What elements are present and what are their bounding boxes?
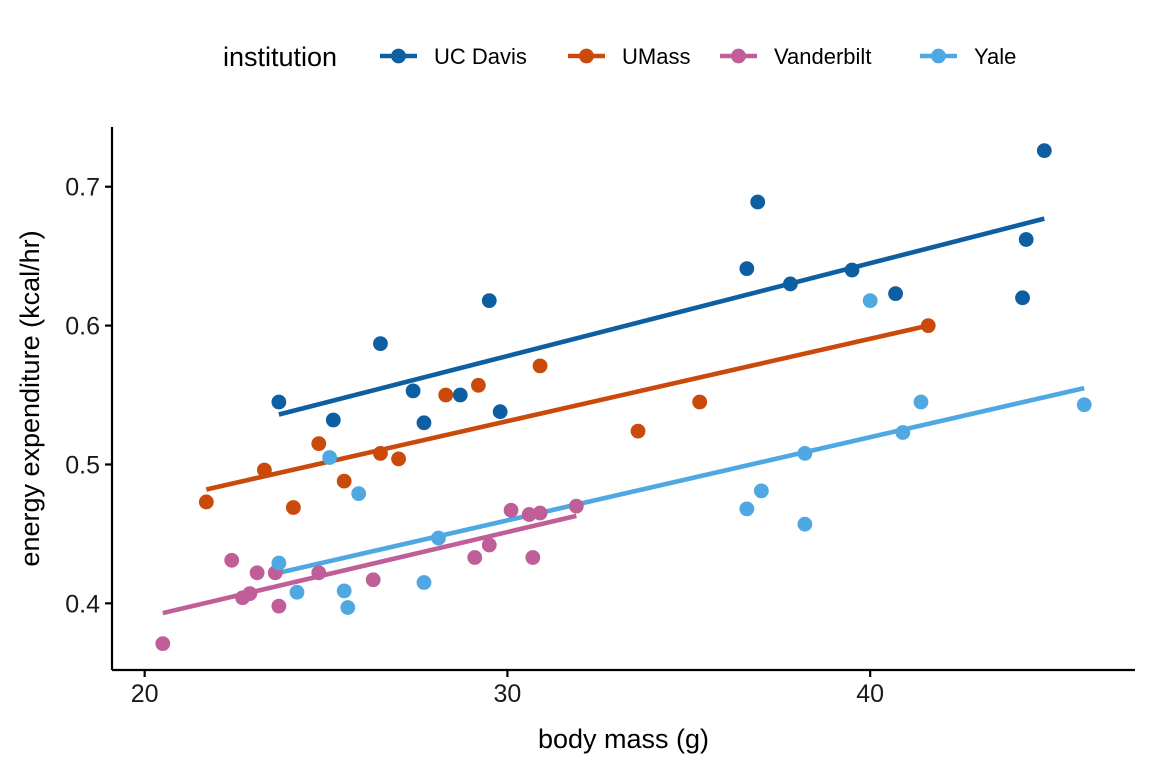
data-point-vanderbilt — [249, 565, 265, 581]
data-point-umass — [532, 358, 548, 374]
data-point-vanderbilt — [521, 507, 537, 522]
data-point-yale — [913, 394, 929, 410]
x-axis-ticks: 20 30 40 — [131, 670, 884, 708]
fit-line-yale — [278, 385, 1085, 576]
data-point-uc-davis — [373, 336, 388, 352]
data-point-uc-davis — [782, 276, 798, 292]
data-point-vanderbilt — [271, 598, 287, 614]
x-axis-title: body mass (g) — [538, 724, 709, 754]
data-point-vanderbilt — [155, 636, 171, 652]
fit-line-uc-davis — [278, 216, 1045, 417]
data-point-yale — [416, 575, 432, 590]
legend-label: UMass — [622, 44, 690, 69]
legend-title: institution — [223, 42, 337, 72]
data-point-vanderbilt — [568, 498, 584, 514]
data-point-vanderbilt — [224, 552, 240, 568]
data-point-uc-davis — [325, 412, 341, 428]
data-point-yale — [289, 584, 305, 600]
fit-lines — [162, 216, 1085, 616]
x-tick-label: 20 — [131, 680, 159, 708]
x-tick-label: 30 — [494, 680, 522, 708]
legend-label: UC Davis — [434, 44, 527, 69]
y-axis-title: energy expenditure (kcal/hr) — [15, 230, 45, 566]
data-point-uc-davis — [452, 387, 468, 403]
data-point-yale — [895, 425, 911, 440]
data-point-uc-davis — [1018, 232, 1034, 247]
data-point-umass — [630, 423, 646, 439]
data-point-vanderbilt — [481, 537, 497, 553]
data-point-yale — [322, 450, 338, 465]
data-point-yale — [336, 583, 352, 599]
data-points — [155, 143, 1092, 652]
y-tick-label: 0.4 — [65, 590, 100, 618]
data-point-uc-davis — [271, 394, 287, 410]
legend-key-point — [731, 48, 746, 64]
y-axis-ticks: 0.4 0.5 0.6 0.7 — [65, 174, 112, 618]
data-point-uc-davis — [1036, 143, 1052, 159]
legend-label: Yale — [974, 44, 1016, 69]
data-point-umass — [373, 445, 388, 461]
data-point-vanderbilt — [365, 572, 381, 588]
data-point-vanderbilt — [503, 502, 519, 518]
data-point-yale — [271, 555, 287, 571]
legend-item-vanderbilt: Vanderbilt — [720, 44, 871, 69]
data-point-yale — [1076, 397, 1092, 413]
legend-item-uc-davis: UC Davis — [380, 44, 527, 69]
data-point-uc-davis — [481, 293, 497, 308]
data-point-umass — [470, 377, 486, 393]
data-point-umass — [198, 494, 214, 510]
data-point-uc-davis — [492, 404, 508, 420]
data-point-uc-davis — [416, 415, 432, 431]
data-point-yale — [351, 486, 367, 502]
data-point-umass — [391, 451, 406, 467]
data-point-vanderbilt — [242, 586, 258, 602]
legend-item-yale: Yale — [920, 44, 1016, 69]
data-point-yale — [862, 293, 878, 308]
legend-key-point — [391, 48, 406, 64]
legend-key-point — [931, 48, 946, 64]
data-point-uc-davis — [888, 286, 903, 302]
data-point-vanderbilt — [311, 565, 327, 581]
data-point-yale — [739, 501, 755, 517]
legend-label: Vanderbilt — [774, 44, 871, 69]
data-point-vanderbilt — [525, 550, 541, 565]
data-point-vanderbilt — [467, 550, 483, 565]
data-point-vanderbilt — [532, 505, 548, 521]
data-point-umass — [692, 394, 708, 410]
data-point-umass — [285, 500, 301, 515]
data-point-umass — [336, 473, 352, 489]
y-tick-label: 0.6 — [65, 313, 100, 341]
data-point-umass — [256, 462, 272, 478]
data-point-yale — [753, 483, 769, 499]
fit-line-vanderbilt — [162, 513, 577, 616]
data-point-uc-davis — [1015, 290, 1030, 306]
legend: institution UC Davis UMass Vanderbilt Yale — [223, 42, 1016, 72]
data-point-umass — [311, 436, 327, 452]
legend-item-umass: UMass — [568, 44, 690, 69]
legend-items: UC Davis UMass Vanderbilt Yale — [380, 44, 1016, 69]
data-point-uc-davis — [739, 261, 755, 277]
data-point-uc-davis — [750, 194, 766, 210]
data-point-umass — [920, 318, 936, 333]
data-point-umass — [438, 387, 454, 403]
legend-key-point — [579, 48, 594, 64]
data-point-uc-davis — [844, 262, 860, 278]
x-tick-label: 40 — [856, 680, 884, 708]
y-tick-label: 0.7 — [65, 174, 100, 202]
data-point-yale — [797, 445, 813, 461]
data-point-yale — [431, 530, 446, 546]
data-point-uc-davis — [405, 383, 421, 399]
axes: 20 30 40 0.4 0.5 0.6 0.7 — [65, 127, 1135, 708]
y-tick-label: 0.5 — [65, 451, 100, 479]
data-point-yale — [797, 516, 813, 532]
data-point-yale — [340, 600, 356, 615]
